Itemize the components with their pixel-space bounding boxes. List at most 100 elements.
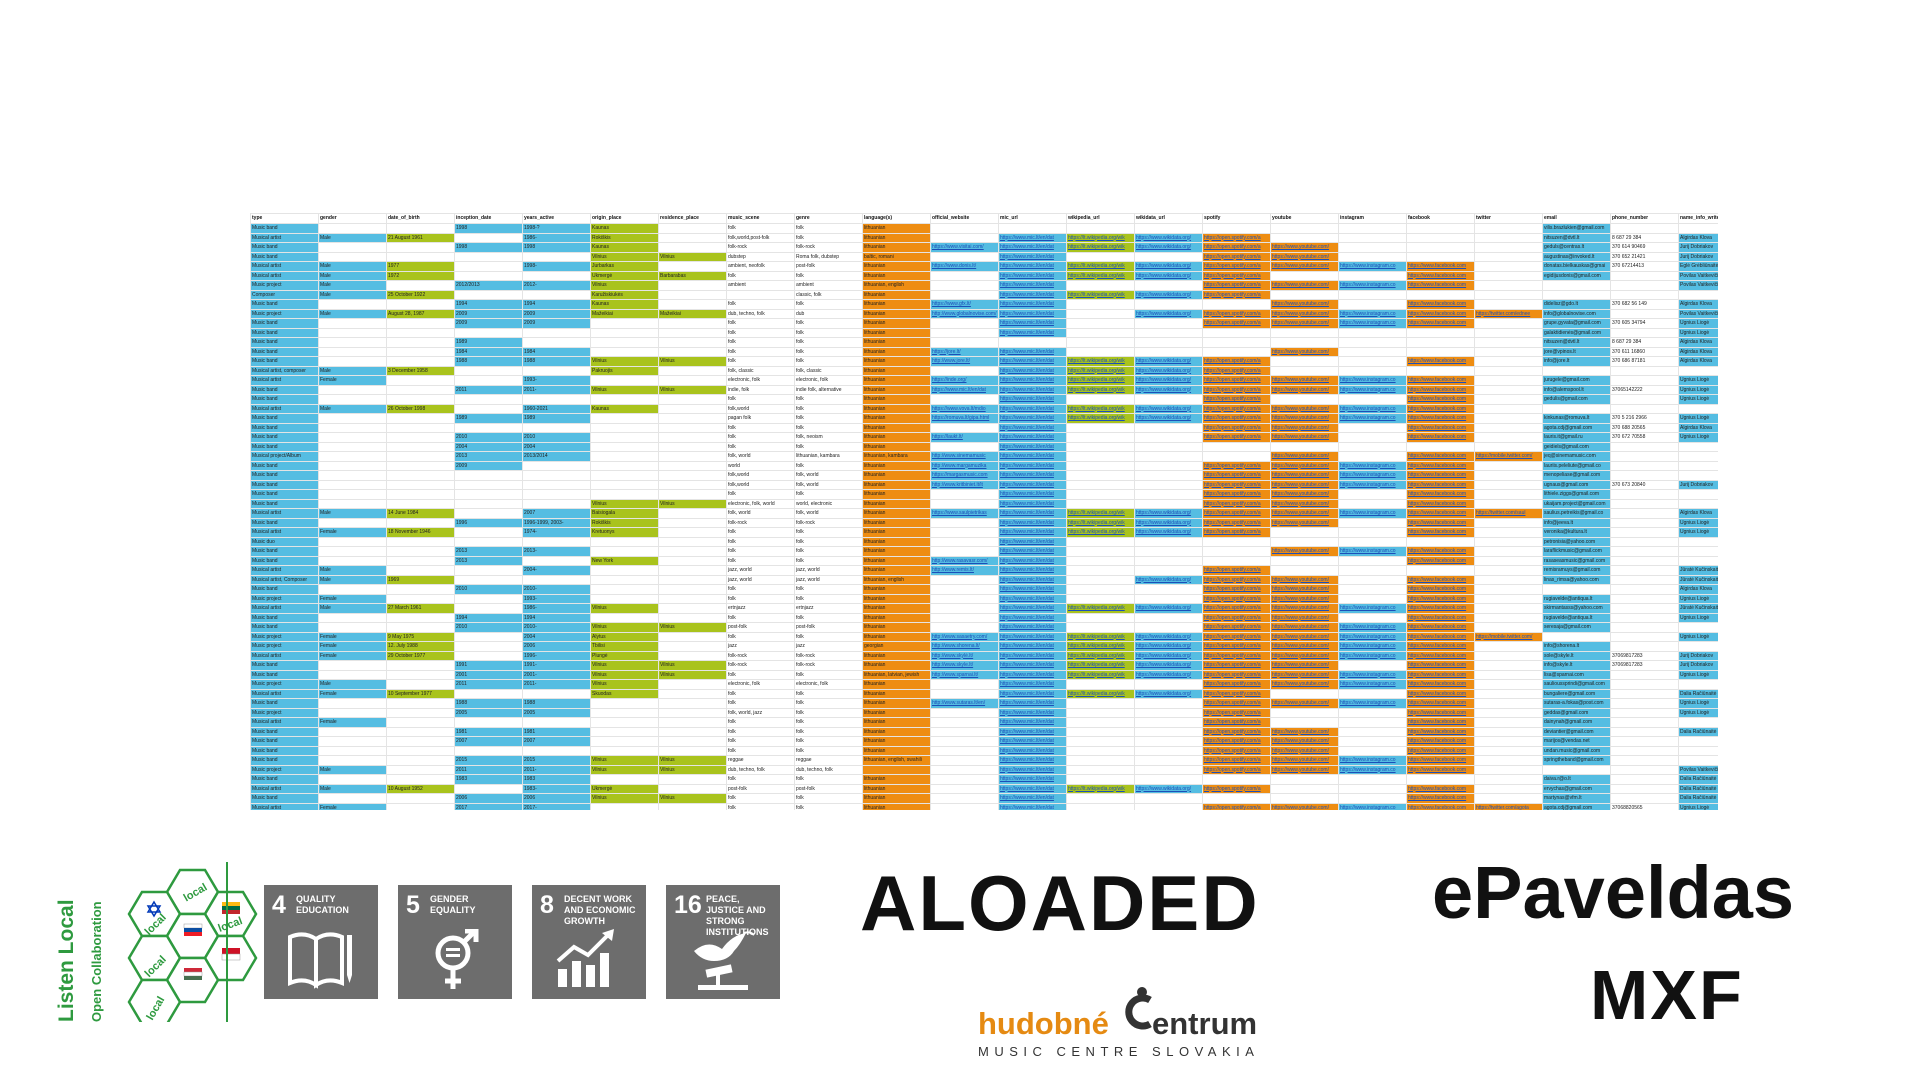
- table-cell[interactable]: lauriis.peleliute@gmail.co: [1542, 460, 1611, 471]
- table-cell[interactable]: Musical artist: [250, 802, 319, 810]
- table-cell[interactable]: Music band: [250, 422, 319, 433]
- table-cell[interactable]: https://www.facebook.com: [1406, 802, 1475, 810]
- table-cell[interactable]: [930, 422, 999, 433]
- table-cell[interactable]: https://www.facebook.com: [1406, 318, 1475, 329]
- table-cell[interactable]: folk: [726, 527, 795, 538]
- table-cell[interactable]: [386, 517, 455, 528]
- table-cell[interactable]: 2010-: [522, 584, 591, 595]
- table-cell[interactable]: Povilas Vaitkevičius: [1678, 764, 1718, 775]
- table-cell[interactable]: jazz, world: [794, 565, 863, 576]
- table-cell[interactable]: [1610, 783, 1679, 794]
- table-cell[interactable]: 2005: [454, 707, 523, 718]
- table-cell[interactable]: https://www.youtube.com/: [1270, 745, 1339, 756]
- table-cell[interactable]: [1610, 745, 1679, 756]
- table-cell[interactable]: https://lt.wikipedia.org/wik: [1066, 527, 1135, 538]
- table-cell[interactable]: Composer: [250, 289, 319, 300]
- table-cell[interactable]: Vilnius: [658, 251, 727, 262]
- table-cell[interactable]: https://lt.wikipedia.org/wik: [1066, 270, 1135, 281]
- table-cell[interactable]: https://www.donis.lt/: [930, 261, 999, 272]
- table-cell[interactable]: [318, 774, 387, 785]
- table-cell[interactable]: Male: [318, 403, 387, 414]
- table-cell[interactable]: 1993-: [522, 375, 591, 386]
- table-cell[interactable]: 2011: [454, 764, 523, 775]
- table-cell[interactable]: [1066, 707, 1135, 718]
- table-cell[interactable]: [1270, 270, 1339, 281]
- table-cell[interactable]: Female: [318, 631, 387, 642]
- table-cell[interactable]: https://www.instagram.co: [1338, 318, 1407, 329]
- column-header[interactable]: language(s): [862, 213, 931, 224]
- table-cell[interactable]: [1474, 793, 1543, 804]
- table-cell[interactable]: [590, 574, 659, 585]
- table-cell[interactable]: https://www.mic.lt/en/dat: [998, 593, 1067, 604]
- table-cell[interactable]: https://www.instagram.co: [1338, 802, 1407, 810]
- table-cell[interactable]: [386, 242, 455, 253]
- table-cell[interactable]: [454, 479, 523, 490]
- table-cell[interactable]: [1134, 612, 1203, 623]
- table-cell[interactable]: folk: [794, 403, 863, 414]
- table-cell[interactable]: rasaseasmusic@gmail.com: [1542, 555, 1611, 566]
- table-cell[interactable]: https://www.facebook.com: [1406, 726, 1475, 737]
- table-cell[interactable]: 8 687 29 384: [1610, 337, 1679, 348]
- table-cell[interactable]: https://www.youtube.com/: [1270, 375, 1339, 386]
- table-cell[interactable]: [454, 603, 523, 614]
- table-cell[interactable]: [386, 660, 455, 671]
- table-cell[interactable]: 370 605 34794: [1610, 318, 1679, 329]
- table-cell[interactable]: Music band: [250, 584, 319, 595]
- table-cell[interactable]: [658, 327, 727, 338]
- table-cell[interactable]: https://www.facebook.com: [1406, 270, 1475, 281]
- table-cell[interactable]: lithuanian: [862, 793, 931, 804]
- table-cell[interactable]: Music band: [250, 223, 319, 234]
- table-cell[interactable]: [1474, 603, 1543, 614]
- table-cell[interactable]: [454, 327, 523, 338]
- table-cell[interactable]: https://www.facebook.com: [1406, 612, 1475, 623]
- table-cell[interactable]: lithuanian: [862, 413, 931, 424]
- table-cell[interactable]: folk: [794, 631, 863, 642]
- table-cell[interactable]: [658, 612, 727, 623]
- table-cell[interactable]: lithuanian: [862, 508, 931, 519]
- table-cell[interactable]: https://open.spotify.com/a: [1202, 498, 1271, 509]
- table-cell[interactable]: [1066, 337, 1135, 348]
- table-cell[interactable]: folk: [794, 669, 863, 680]
- table-cell[interactable]: [522, 498, 591, 509]
- table-cell[interactable]: world: [726, 460, 795, 471]
- table-cell[interactable]: [1202, 536, 1271, 547]
- table-cell[interactable]: https://www.facebook.com: [1406, 384, 1475, 395]
- table-cell[interactable]: folk: [726, 774, 795, 785]
- table-cell[interactable]: lithuanian, kambara: [794, 451, 863, 462]
- table-cell[interactable]: Algirdas Klova: [1678, 299, 1718, 310]
- table-cell[interactable]: Vilnius: [590, 603, 659, 614]
- table-cell[interactable]: Vilnius: [658, 384, 727, 395]
- table-cell[interactable]: 1984: [522, 346, 591, 357]
- table-cell[interactable]: [1610, 470, 1679, 481]
- table-cell[interactable]: [1338, 726, 1407, 737]
- table-cell[interactable]: https://www.youtube.com/: [1270, 517, 1339, 528]
- table-cell[interactable]: [658, 688, 727, 699]
- table-cell[interactable]: [590, 346, 659, 357]
- table-cell[interactable]: [930, 802, 999, 810]
- table-cell[interactable]: [1474, 707, 1543, 718]
- table-cell[interactable]: [590, 802, 659, 810]
- table-cell[interactable]: Music band: [250, 555, 319, 566]
- table-cell[interactable]: 2011: [454, 384, 523, 395]
- table-cell[interactable]: [1678, 622, 1718, 633]
- table-cell[interactable]: [658, 422, 727, 433]
- table-cell[interactable]: linas_rimsa@yahoo.com: [1542, 574, 1611, 585]
- table-cell[interactable]: [318, 432, 387, 443]
- table-cell[interactable]: 1988: [522, 698, 591, 709]
- table-cell[interactable]: [318, 536, 387, 547]
- table-cell[interactable]: 2013/2014: [522, 451, 591, 462]
- table-cell[interactable]: Music band: [250, 517, 319, 528]
- table-cell[interactable]: lithuanian, english: [862, 574, 931, 585]
- table-cell[interactable]: Kaunas: [590, 242, 659, 253]
- table-cell[interactable]: [1610, 622, 1679, 633]
- table-cell[interactable]: [1066, 755, 1135, 766]
- table-cell[interactable]: Vilnius: [590, 251, 659, 262]
- table-cell[interactable]: Music band: [250, 441, 319, 452]
- table-cell[interactable]: info@shorena.lt: [1542, 641, 1611, 652]
- column-header[interactable]: youtube: [1270, 213, 1339, 224]
- table-cell[interactable]: 3 December 1958: [386, 365, 455, 376]
- table-cell[interactable]: [930, 593, 999, 604]
- table-cell[interactable]: https://www.mic.lt/en/dat: [998, 384, 1067, 395]
- table-cell[interactable]: [1610, 460, 1679, 471]
- table-cell[interactable]: lithuanian: [862, 517, 931, 528]
